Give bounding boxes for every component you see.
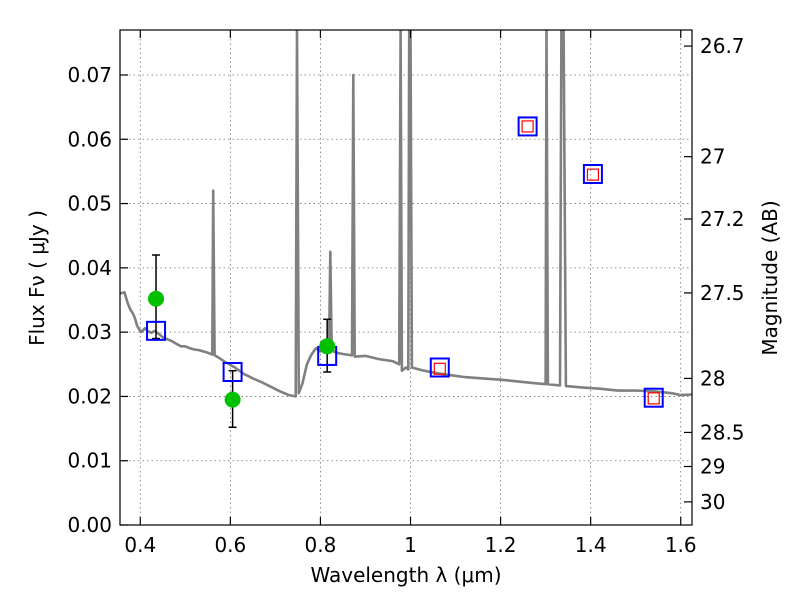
plot-frame	[119, 29, 693, 526]
upper-limit-square	[586, 168, 600, 181]
x-tick-label: 0.8	[305, 533, 337, 557]
axis-tick-labels: 0.4 0.6 0.8 1 1.2 1.4 1.6 0.00 0.01 0.02 0.03 0.04 0…	[67, 34, 744, 557]
x-tick-label: 1.6	[665, 533, 697, 557]
upper-limit-square	[521, 120, 534, 133]
y-tick-label: 0.06	[67, 127, 112, 151]
y-tick-label: 0.07	[67, 63, 112, 87]
model-flux-square	[429, 357, 450, 378]
y-tick-label: 0.01	[67, 449, 112, 473]
model-flux-square	[222, 362, 243, 382]
x-tick-label: 0.4	[124, 533, 156, 557]
plot-area-background	[120, 30, 692, 525]
model-flux-square	[582, 164, 603, 184]
upper-limit-square	[647, 392, 660, 405]
observed-flux-point	[319, 338, 336, 355]
x-tick-label: 1.4	[575, 533, 607, 557]
y-tick-label: 0.04	[67, 256, 112, 280]
x-tick-label: 1	[404, 533, 417, 557]
y2-tick-label: 27.2	[700, 207, 745, 231]
model-flux-square	[517, 116, 538, 137]
y2-tick-label: 29	[700, 455, 725, 479]
x-axis-label: Wavelength λ (μm)	[310, 563, 501, 587]
upper-limit-square	[433, 362, 446, 375]
y2-tick-label: 27	[700, 145, 725, 169]
axis-ticks	[120, 30, 692, 526]
model-flux-square	[146, 320, 167, 341]
y2-tick-label: 30	[700, 490, 725, 514]
y2-tick-label: 26.7	[700, 34, 745, 58]
model-flux-square	[643, 387, 664, 408]
observed-flux-point	[148, 290, 165, 307]
observed-flux-point	[224, 391, 241, 408]
y2-tick-label: 28.5	[700, 420, 745, 444]
x-tick-label: 1.2	[485, 533, 517, 557]
y2-axis-label: Magnitude (AB)	[758, 200, 782, 355]
y-axis-label: Flux Fν ( μJy )	[25, 210, 49, 346]
y2-tick-label: 28	[700, 366, 725, 390]
y-tick-label: 0.05	[67, 192, 112, 216]
y2-tick-label: 27.5	[700, 281, 745, 305]
y-tick-label: 0.00	[67, 513, 112, 537]
y-tick-label: 0.02	[67, 384, 112, 408]
y-tick-label: 0.03	[67, 320, 112, 344]
x-tick-label: 0.6	[214, 533, 246, 557]
markers-layer	[146, 116, 664, 429]
